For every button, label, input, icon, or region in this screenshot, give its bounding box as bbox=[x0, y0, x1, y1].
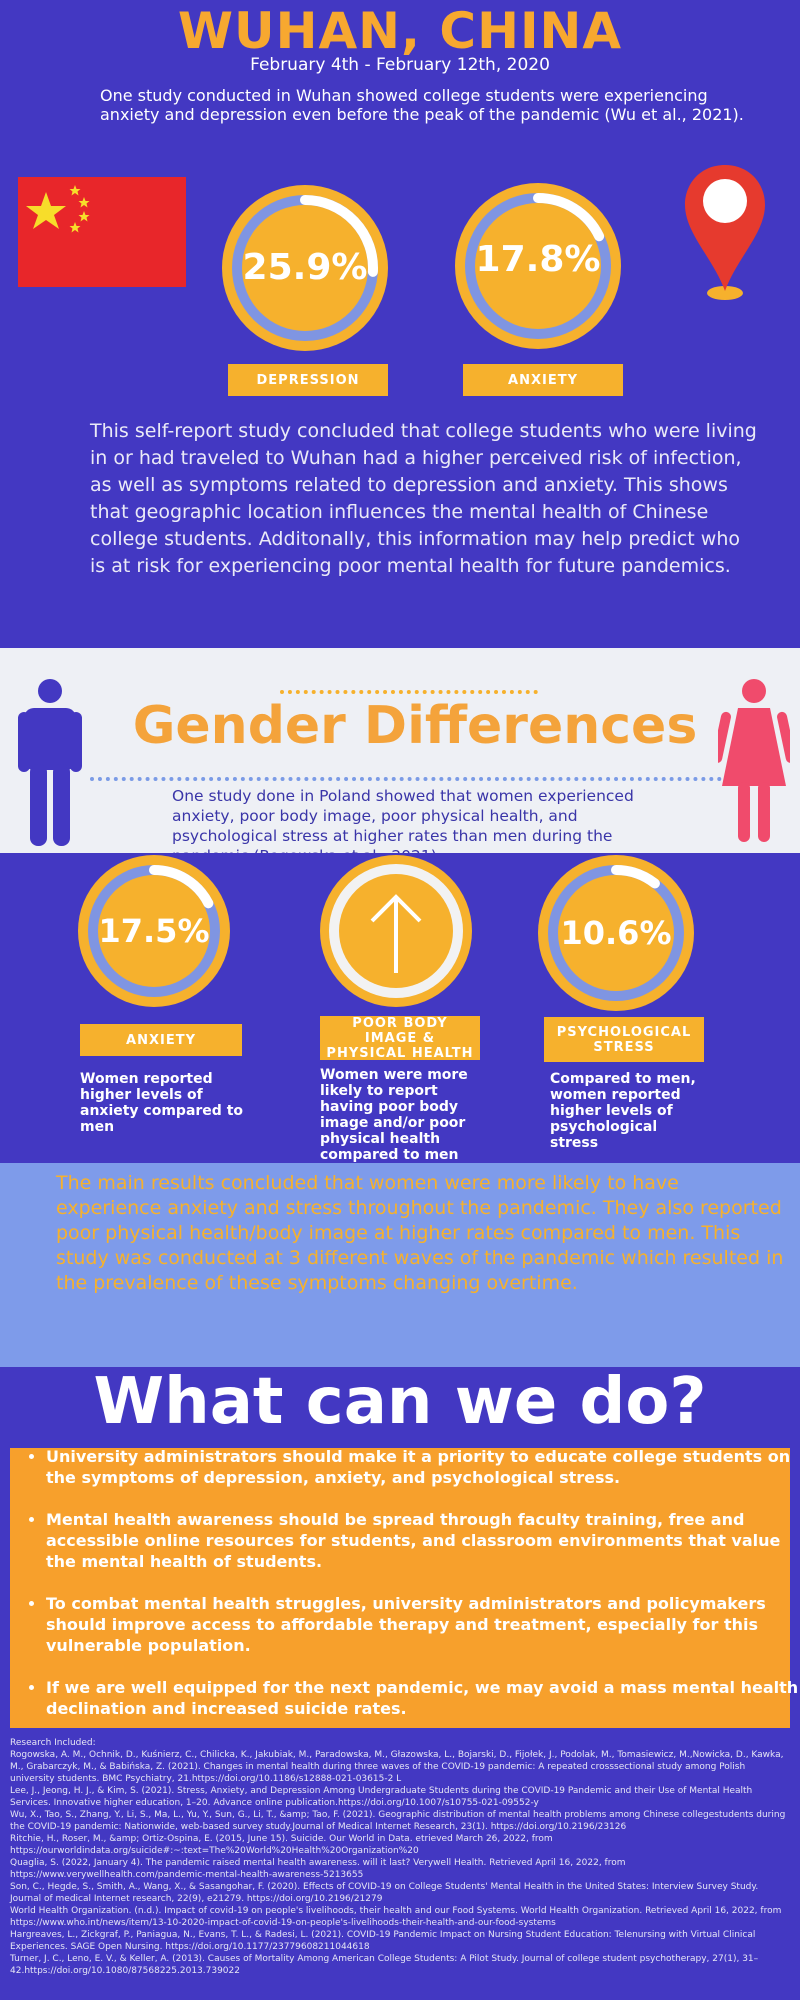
anxiety-progress-arc bbox=[533, 193, 605, 242]
references-list: Research Included: Rogowska, A. M., Ochn… bbox=[10, 1737, 790, 1977]
study-dates: February 4th - February 12th, 2020 bbox=[250, 55, 550, 75]
recommendation-item: To combat mental health struggles, unive… bbox=[46, 1593, 800, 1656]
psych-stress-progress-arc bbox=[611, 865, 660, 889]
intro-text: One study conducted in Wuhan showed coll… bbox=[100, 86, 744, 124]
anxiety-label: ANXIETY bbox=[463, 364, 623, 396]
main-results-text: The main results concluded that women we… bbox=[56, 1172, 784, 1294]
recommendations-box bbox=[10, 1448, 790, 1728]
depression-percent: 25.9% bbox=[242, 247, 368, 288]
progress-arc-fill bbox=[533, 193, 605, 242]
main-results-section bbox=[0, 1163, 800, 1367]
woman-icon bbox=[712, 678, 796, 844]
progress-arc-fill bbox=[300, 195, 378, 277]
women-anxiety-percent: 17.5% bbox=[98, 912, 210, 950]
up-arrow-icon bbox=[370, 894, 422, 973]
reference-item: World Health Organization. (n.d.). Impac… bbox=[10, 1906, 782, 1928]
references-heading: Research Included: bbox=[10, 1738, 96, 1748]
dotted-divider-top bbox=[280, 690, 538, 694]
women-anxiety-progress-arc bbox=[149, 865, 214, 909]
women-anxiety-label: ANXIETY bbox=[80, 1024, 242, 1056]
location-pin-icon bbox=[683, 163, 767, 303]
depression-stat-ring: 25.9% bbox=[222, 185, 388, 351]
recommendation-item: If we are well equipped for the next pan… bbox=[46, 1677, 800, 1719]
progress-arc-fill bbox=[149, 865, 214, 909]
depression-label: DEPRESSION bbox=[228, 364, 388, 396]
depression-progress-arc bbox=[300, 195, 378, 277]
progress-arc-fill bbox=[611, 865, 660, 889]
psych-stress-percent: 10.6% bbox=[560, 914, 672, 952]
reference-item: Quaglia, S. (2022, January 4). The pande… bbox=[10, 1858, 626, 1880]
wuhan-section bbox=[0, 0, 800, 648]
body-image-label: POOR BODY IMAGE & PHYSICAL HEALTH bbox=[320, 1016, 480, 1061]
reference-item: Son, C., Hegde, S., Smith, A., Wang, X.,… bbox=[10, 1882, 759, 1904]
man-icon bbox=[16, 678, 84, 848]
wuhan-summary-paragraph: This self-report study concluded that co… bbox=[90, 420, 757, 577]
section-title-wuhan: WUHAN, CHINA bbox=[177, 2, 623, 60]
reference-item: Ritchie, H., Roser, M., &amp; Ortiz-Ospi… bbox=[10, 1834, 553, 1856]
china-flag-icon bbox=[18, 177, 186, 287]
section-title-gender: Gender Differences bbox=[132, 696, 698, 756]
reference-item: Wu, X., Tao, S., Zhang, Y., Li, S., Ma, … bbox=[10, 1810, 786, 1832]
women-anxiety-stat-ring: 17.5% bbox=[78, 855, 230, 1007]
reference-item: Turner, J. C., Leno, E. V., & Keller, A.… bbox=[10, 1954, 759, 1976]
recommendation-item: University administrators should make it… bbox=[46, 1446, 800, 1488]
recommendations-list: University administrators should make it… bbox=[20, 1446, 800, 1740]
body-image-desc: Women were more likely to report having … bbox=[320, 1067, 468, 1163]
anxiety-stat-ring: 17.8% bbox=[455, 183, 621, 349]
reference-item: Hargreaves, L., Zickgraf, P., Paniagua, … bbox=[10, 1930, 756, 1952]
section-title-what-can-we-do: What can we do? bbox=[93, 1365, 707, 1439]
reference-item: Rogowska, A. M., Ochnik, D., Kuśnierz, C… bbox=[10, 1750, 784, 1784]
dotted-divider-middle bbox=[90, 777, 730, 781]
anxiety-percent: 17.8% bbox=[475, 239, 601, 280]
psych-stress-stat-ring: 10.6% bbox=[538, 855, 694, 1011]
women-anxiety-desc: Women reported higher levels of anxiety … bbox=[80, 1071, 244, 1135]
gender-differences-section bbox=[0, 648, 800, 853]
recommendation-item: Mental health awareness should be spread… bbox=[46, 1509, 800, 1572]
psych-stress-desc: Compared to men, women reported higher l… bbox=[550, 1071, 696, 1151]
reference-item: Lee, J., Jeong, H. J., & Kim, S. (2021).… bbox=[10, 1786, 753, 1808]
psych-stress-label: PSYCHOLOGICAL STRESS bbox=[544, 1017, 704, 1062]
body-image-stat-ring bbox=[320, 855, 472, 1007]
